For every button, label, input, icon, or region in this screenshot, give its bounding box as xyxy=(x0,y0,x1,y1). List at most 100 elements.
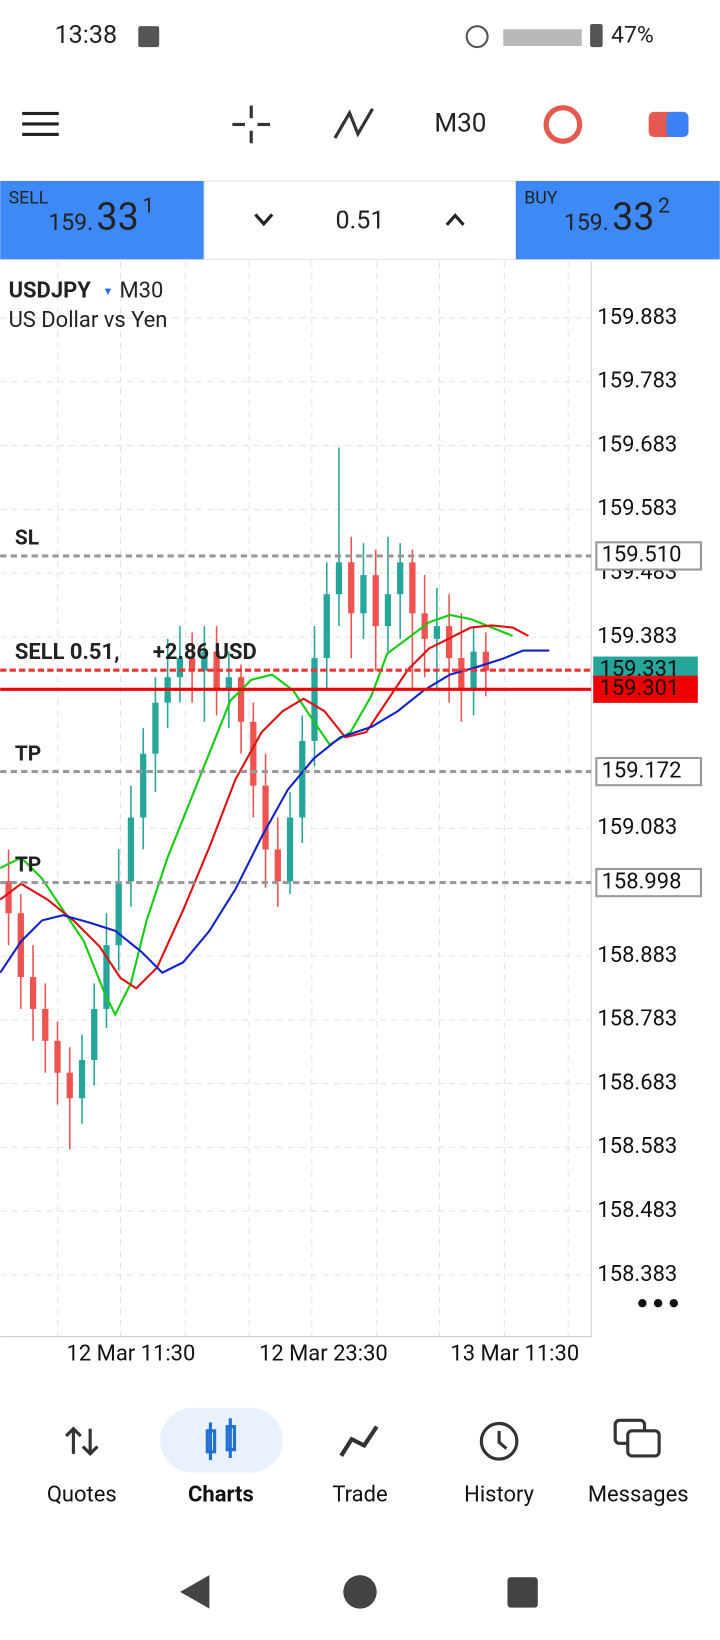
candle-body xyxy=(78,1059,86,1099)
timeframe-button[interactable]: M30 xyxy=(434,108,486,138)
volume-down[interactable] xyxy=(254,213,274,227)
back-button[interactable] xyxy=(180,1575,210,1609)
y-tick-label: 159.083 xyxy=(597,815,677,840)
status-time: 13:38 xyxy=(55,21,118,50)
x-tick-label: 12 Mar 23:30 xyxy=(259,1341,388,1366)
dnd-icon xyxy=(465,25,489,49)
messages-icon xyxy=(613,1418,661,1458)
crosshair-button[interactable] xyxy=(232,105,271,144)
level-name: SL xyxy=(15,527,39,551)
candle-body xyxy=(152,702,159,754)
moving-averages xyxy=(0,613,550,1017)
entry-label: 159.301 xyxy=(600,676,680,701)
sell-prefix: 159. xyxy=(48,209,93,236)
signal-icon xyxy=(503,29,582,47)
candle-body xyxy=(176,658,184,678)
chart-layer xyxy=(0,317,592,1276)
candle-body xyxy=(384,594,392,627)
candle-body xyxy=(103,945,110,1009)
buy-sup: 2 xyxy=(658,195,670,219)
candle-body xyxy=(274,849,281,882)
nav-label[interactable]: Messages xyxy=(588,1482,689,1507)
nav-label[interactable]: Charts xyxy=(188,1482,254,1507)
charts-icon xyxy=(205,1418,237,1461)
level-name: TP xyxy=(15,853,41,877)
indicators-button[interactable] xyxy=(333,107,374,139)
candle-body xyxy=(458,658,465,690)
level-box xyxy=(595,756,703,787)
ma-fast xyxy=(0,613,514,1017)
y-tick-label: 158.383 xyxy=(597,1262,677,1287)
symbol[interactable]: USDJPY xyxy=(9,279,92,304)
buy-button[interactable]: BUY 159. 33 2 xyxy=(515,180,720,260)
candle-body xyxy=(323,594,330,659)
nav-label[interactable]: Trade xyxy=(332,1482,387,1507)
history-icon xyxy=(479,1421,519,1461)
candle-body xyxy=(397,562,404,595)
level-box xyxy=(595,541,703,571)
active-tab-bg xyxy=(160,1407,283,1473)
volume-box xyxy=(203,180,517,260)
candle-body xyxy=(188,658,196,671)
candle-body xyxy=(250,721,257,786)
symbol-description: US Dollar vs Yen xyxy=(9,308,168,333)
candle-body xyxy=(409,562,416,614)
level-label: 158.998 xyxy=(602,869,682,894)
home-button[interactable] xyxy=(343,1575,377,1609)
candle-body xyxy=(42,1008,49,1041)
ma-medium xyxy=(0,624,529,990)
position-label: SELL 0.51, xyxy=(15,640,120,665)
sell-button[interactable]: SELL 159. 33 1 xyxy=(0,180,205,260)
menu-button[interactable] xyxy=(22,111,59,136)
candle-body xyxy=(262,785,269,850)
candle-body xyxy=(299,740,306,818)
more-dots[interactable] xyxy=(638,1299,678,1308)
fb-icon xyxy=(138,26,160,48)
nav-label[interactable]: Quotes xyxy=(47,1482,117,1507)
y-tick-label: 158.683 xyxy=(597,1070,677,1095)
bottom-nav: Quotes Charts Trade History Messages xyxy=(47,1482,689,1507)
candle-body xyxy=(286,817,294,882)
level-label: 159.172 xyxy=(602,758,682,783)
y-tick-label: 159.383 xyxy=(597,624,677,649)
buy-label: BUY xyxy=(524,188,558,208)
ma-slow xyxy=(0,649,550,974)
candle-body xyxy=(445,626,453,659)
level-name: TP xyxy=(15,742,41,766)
candle-body xyxy=(140,753,147,818)
recents-button[interactable] xyxy=(507,1577,538,1608)
symbol-dropdown[interactable] xyxy=(104,288,112,295)
objects-button[interactable] xyxy=(543,105,583,144)
candle-body xyxy=(115,881,122,946)
volume[interactable]: 0.51 xyxy=(336,206,385,235)
y-tick-label: 158.883 xyxy=(597,943,677,968)
candle-body xyxy=(91,1008,98,1060)
nav-label[interactable]: History xyxy=(464,1482,534,1507)
axis-layer: 159.883159.783159.683159.583159.483159.3… xyxy=(0,305,703,1366)
buy-prefix: 159. xyxy=(564,209,609,236)
candle-body xyxy=(433,626,441,639)
candle-body xyxy=(335,562,343,595)
y-tick-label: 159.683 xyxy=(597,432,677,457)
x-tick-label: 12 Mar 11:30 xyxy=(67,1341,196,1366)
x-tick-label: 13 Mar 11:30 xyxy=(450,1341,579,1366)
candle-body xyxy=(311,658,318,741)
candle-body xyxy=(482,651,489,671)
chart-timeframe: M30 xyxy=(119,279,163,304)
candle-body xyxy=(17,913,24,978)
volume-up[interactable] xyxy=(445,213,465,226)
candle-body xyxy=(54,1040,61,1073)
y-tick-label: 159.583 xyxy=(597,496,677,521)
y-tick-label: 158.783 xyxy=(597,1007,677,1032)
candle-body xyxy=(348,562,355,614)
level-box xyxy=(595,867,703,898)
battery-level: 47% xyxy=(611,22,654,49)
y-tick-label: 158.483 xyxy=(597,1198,677,1223)
candle-body xyxy=(213,651,220,690)
candle-body xyxy=(372,575,379,627)
trade-icon xyxy=(339,1425,379,1458)
candle-body xyxy=(237,677,245,722)
sell-sup: 1 xyxy=(142,195,154,219)
candle-body xyxy=(127,817,135,882)
